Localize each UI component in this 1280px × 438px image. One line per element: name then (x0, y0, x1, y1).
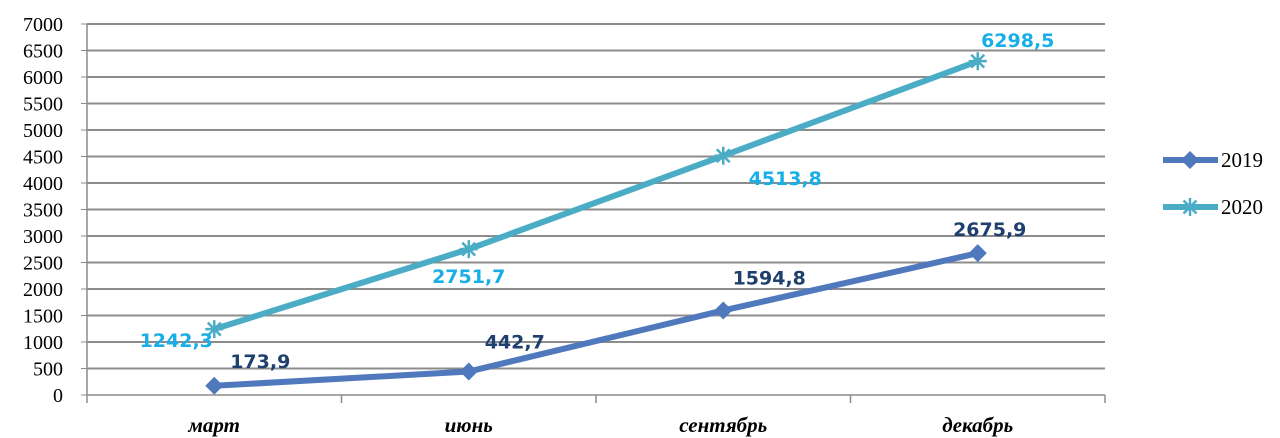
y-tick-label: 3000 (23, 226, 63, 248)
marker-stroke (1182, 199, 1198, 215)
data-label: 2751,7 (432, 266, 505, 288)
y-tick-label: 5000 (23, 120, 63, 142)
y-tick-label: 2500 (23, 253, 63, 275)
legend-label: 2019 (1221, 148, 1263, 172)
y-tick-label: 4000 (23, 173, 63, 195)
marker-stroke (206, 321, 222, 337)
data-point (968, 52, 987, 71)
x-axis: март июнь сентябрь декабрь (86, 394, 1106, 437)
data-label: 6298,5 (981, 30, 1054, 52)
data-point (459, 240, 478, 259)
data-point (714, 146, 733, 165)
data-label: 2675,9 (953, 219, 1026, 241)
data-point (968, 244, 987, 263)
y-tick-label: 0 (53, 385, 63, 407)
gridlines (87, 23, 1105, 370)
y-axis: 0 500 1000 1500 2000 2500 3000 3500 4000 4500 5000… (23, 14, 88, 407)
x-category-label: сентябрь (679, 413, 767, 437)
y-tick-label: 500 (33, 359, 63, 381)
y-tick-label: 5500 (23, 94, 63, 116)
y-tick-label: 6000 (23, 67, 63, 89)
data-labels-layer: 173,9 442,7 1594,8 2675,9 1242,3 2751,7 4513,8… (140, 30, 1055, 373)
y-tick-label: 7000 (23, 14, 63, 36)
data-label: 4513,8 (749, 168, 822, 190)
data-label: 173,9 (230, 351, 290, 373)
data-label: 1242,3 (140, 330, 213, 352)
data-point (205, 320, 224, 339)
legend: 2019 2020 (1163, 148, 1263, 219)
legend-label: 2020 (1221, 195, 1263, 219)
data-point (1181, 151, 1199, 169)
y-tick-label: 3500 (23, 200, 63, 222)
x-category-label: июнь (445, 413, 493, 437)
series-line-2020 (211, 58, 981, 333)
y-tick-label: 2000 (23, 279, 63, 301)
y-tick-label: 4500 (23, 147, 63, 169)
data-point (1181, 198, 1199, 216)
data-point (714, 301, 733, 320)
y-tick-label: 1500 (23, 306, 63, 328)
x-category-label: декабрь (942, 413, 1013, 437)
data-point (205, 376, 224, 395)
y-tick-label: 1000 (23, 332, 63, 354)
data-point (459, 362, 478, 381)
x-category-label: март (188, 413, 240, 437)
data-label: 1594,8 (733, 267, 806, 289)
y-tick-label: 6500 (23, 41, 63, 63)
series-line-2019 (211, 250, 981, 389)
marker-stroke (970, 53, 986, 69)
data-label: 442,7 (485, 332, 545, 354)
marker-stroke (715, 148, 731, 164)
marker-stroke (461, 241, 477, 257)
series-layer (205, 52, 987, 395)
